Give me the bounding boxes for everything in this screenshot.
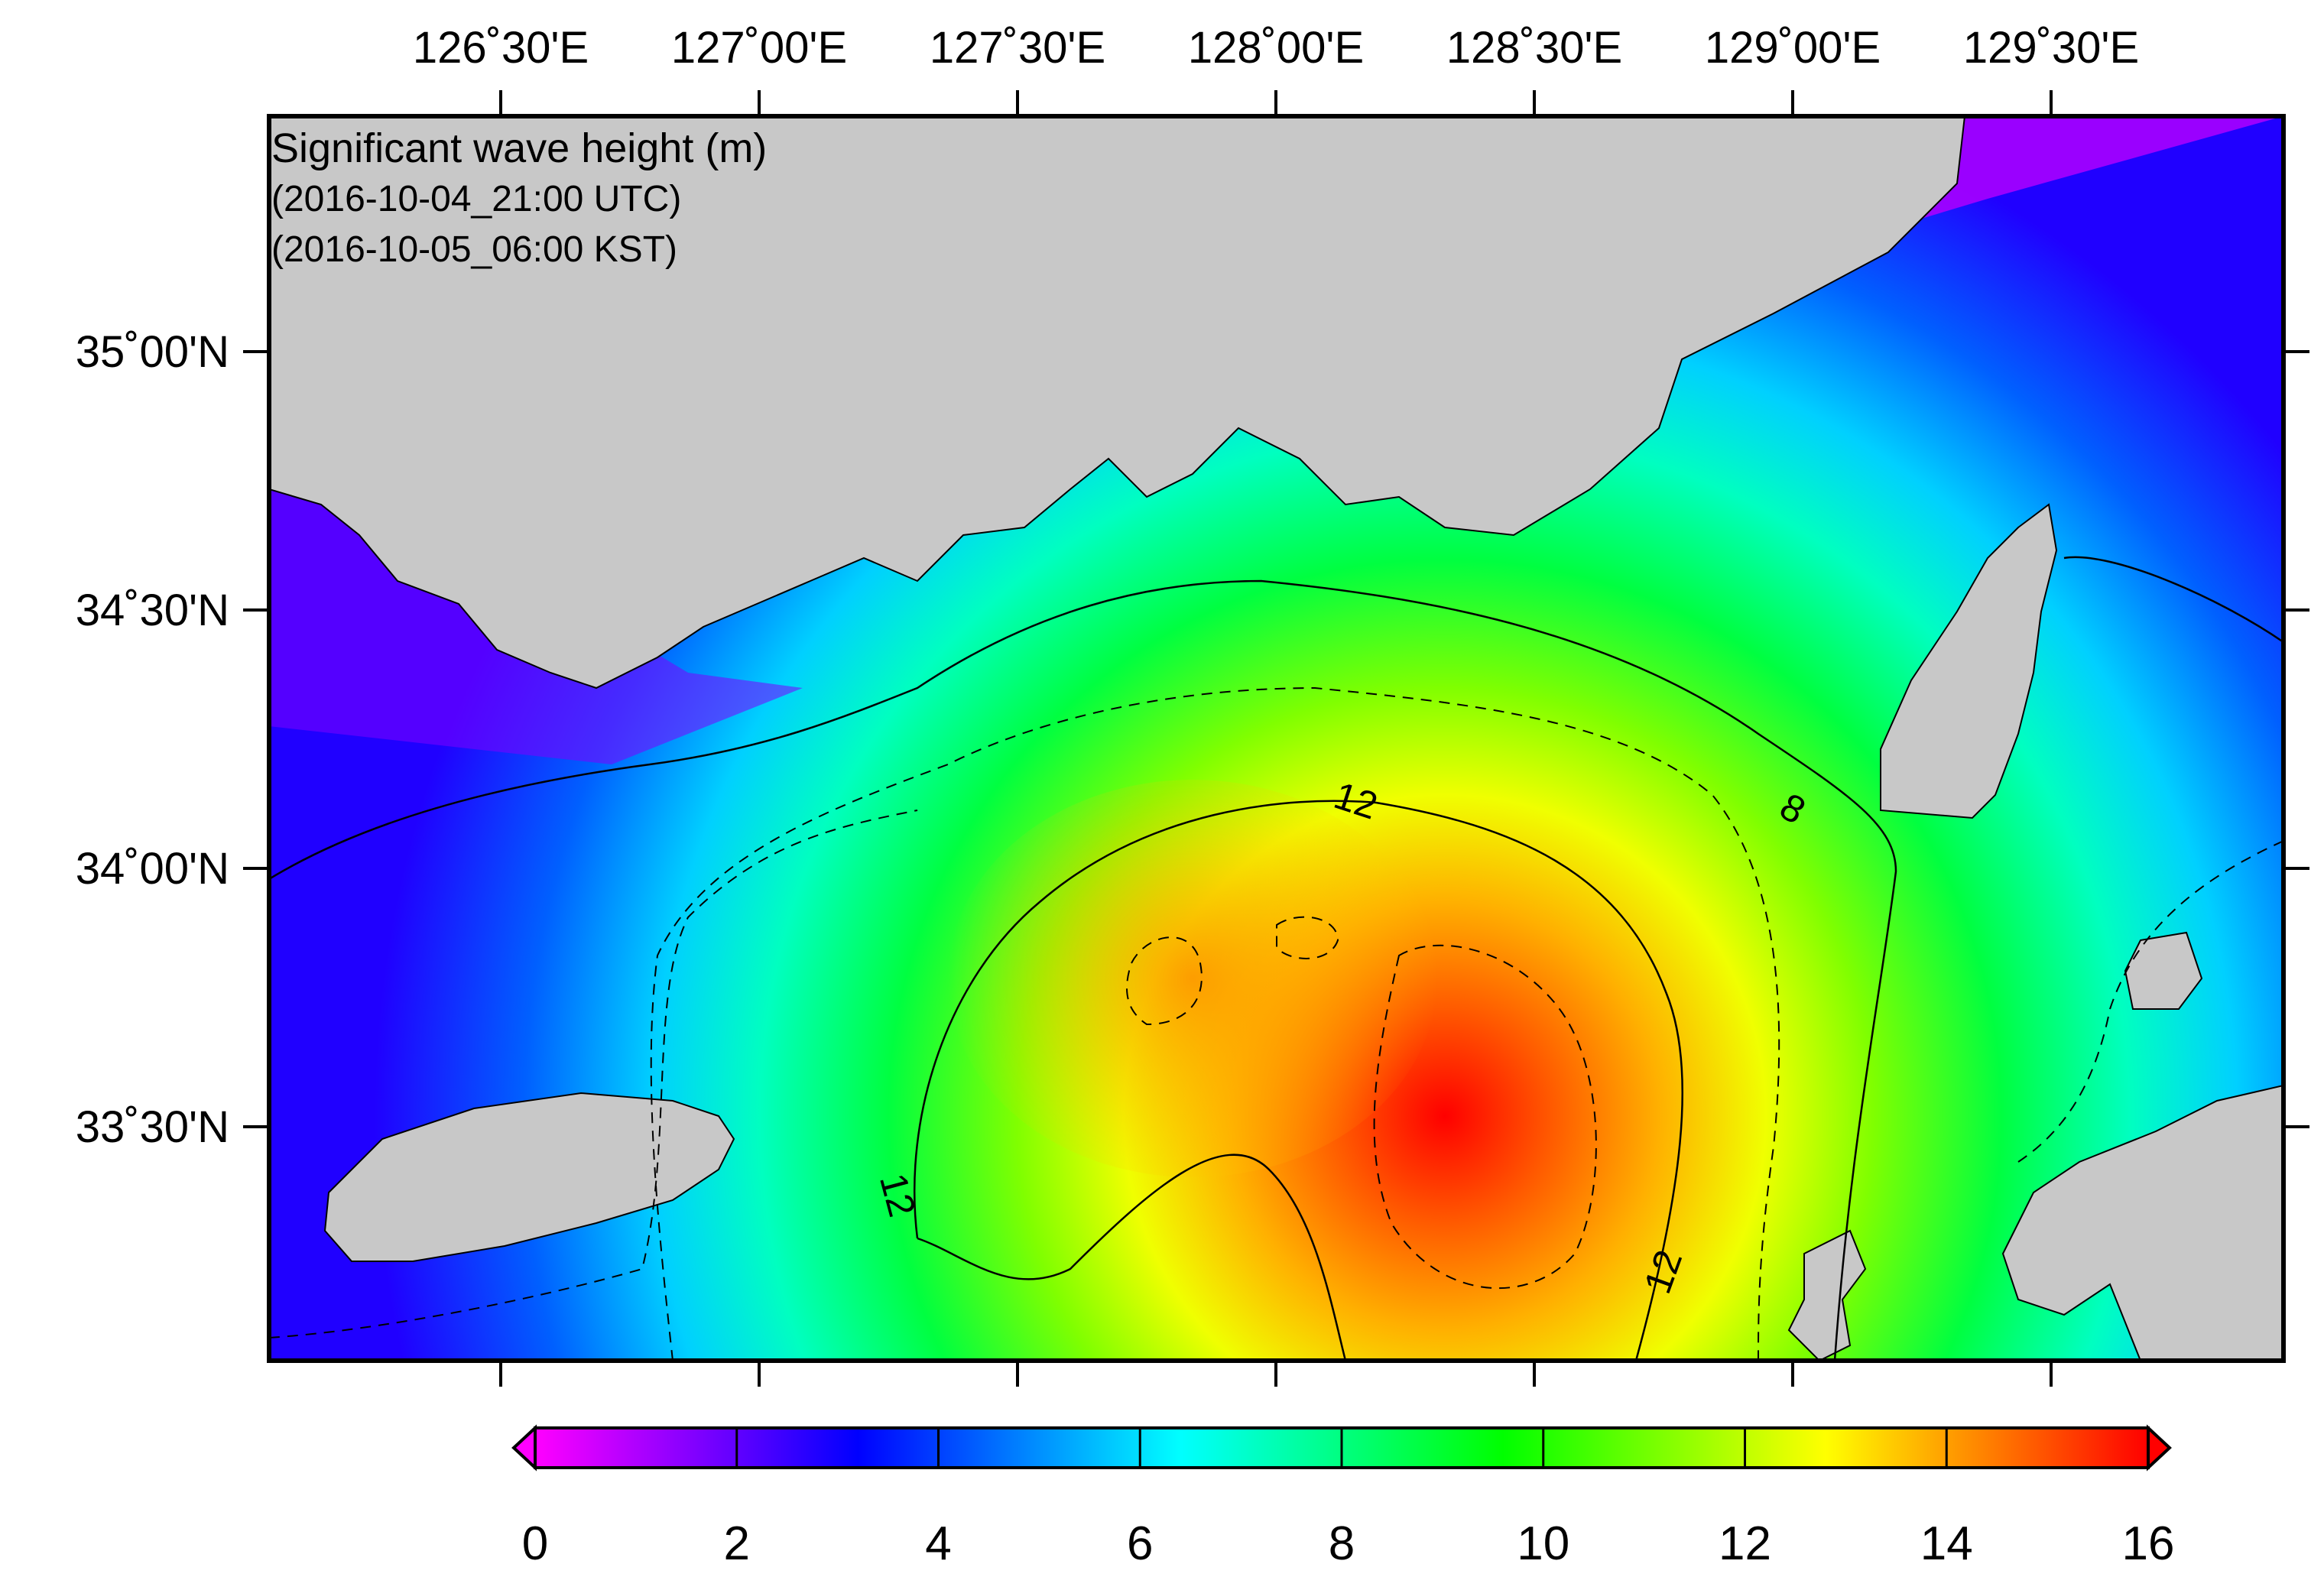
- colorbar: 0 2 4 6 8 10 12 14 16: [511, 1424, 2175, 1570]
- contour-line-12m: [913, 800, 1684, 1361]
- colorbar-tick-label: 12: [1719, 1517, 1771, 1570]
- contour-line-14m-small: [1276, 916, 1339, 959]
- colorbar-tick-label: 10: [1517, 1517, 1569, 1570]
- secondary-wave-maximum: [948, 780, 1437, 1177]
- iki-island-land: [2124, 931, 2203, 1010]
- lat-tick-1: 35˚00'N: [76, 327, 2309, 377]
- colorbar-ticks: 0 2 4 6 8 10 12 14 16: [522, 1428, 2175, 1570]
- lat-tick-label: 34˚30'N: [76, 586, 229, 635]
- lat-tick-label: 35˚00'N: [76, 327, 229, 377]
- lon-tick-label: 127˚30'E: [930, 23, 1105, 73]
- colorbar-tick-label: 16: [2122, 1517, 2175, 1570]
- contour-line-6m: [269, 810, 918, 1339]
- colorbar-tick-label: 8: [1329, 1517, 1355, 1570]
- lon-tick-1: 126˚30'E: [413, 23, 589, 1387]
- colorbar-tick-label: 14: [1920, 1517, 1973, 1570]
- lon-tick-label: 128˚00'E: [1188, 23, 1364, 73]
- contour-line-8m: [269, 579, 1897, 1361]
- lon-tick-2: 127˚00'E: [671, 23, 847, 1387]
- colorbar-tick-label: 2: [724, 1517, 750, 1570]
- lon-tick-label: 129˚00'E: [1705, 23, 1881, 73]
- lon-tick-7: 129˚30'E: [1963, 23, 2139, 1387]
- colorbar-tick-label: 0: [522, 1517, 548, 1570]
- goto-islands-land: [1787, 1229, 1867, 1361]
- contour-line-14m-west: [1126, 936, 1203, 1026]
- contour-line-14m: [1373, 944, 1597, 1290]
- contour-line-10m: [650, 686, 1780, 1361]
- longitude-axis: 126˚30'E 127˚00'E 127˚30'E 128˚00'E 128˚…: [413, 23, 2139, 1387]
- lat-tick-label: 33˚30'N: [76, 1102, 229, 1152]
- lon-tick-label: 128˚30'E: [1446, 23, 1622, 73]
- contour-line-east-8m: [2063, 556, 2283, 644]
- coastal-calm-zone-west: [269, 290, 803, 764]
- jeju-island-land: [323, 1092, 735, 1262]
- tsushima-island-land: [1880, 503, 2058, 819]
- colorbar-min-arrow: [511, 1424, 537, 1472]
- utc-timestamp: (2016-10-04_21:00 UTC): [271, 179, 681, 219]
- lon-tick-4: 128˚00'E: [1188, 23, 1364, 1387]
- korean-peninsula-land: [269, 116, 1966, 690]
- lon-tick-5: 128˚30'E: [1446, 23, 1622, 1387]
- contour-line-12m-inner: [917, 1154, 1347, 1361]
- latitude-axis: 35˚00'N 34˚30'N 34˚00'N 33˚30'N: [76, 327, 2309, 1152]
- lat-tick-label: 34˚00'N: [76, 844, 229, 894]
- colorbar-tick-label: 6: [1127, 1517, 1153, 1570]
- lat-tick-2: 34˚30'N: [76, 586, 2309, 635]
- colorbar-max-arrow: [2147, 1424, 2172, 1472]
- contour-line-east-6m: [2017, 840, 2283, 1163]
- lon-tick-label: 129˚30'E: [1963, 23, 2139, 73]
- colorbar-tick-label: 4: [925, 1517, 951, 1570]
- lon-tick-3: 127˚30'E: [930, 23, 1105, 1387]
- lon-tick-label: 127˚00'E: [671, 23, 847, 73]
- lat-tick-3: 34˚00'N: [76, 844, 2309, 894]
- map-title: Significant wave height (m): [271, 125, 767, 171]
- lon-tick-label: 126˚30'E: [413, 23, 589, 73]
- kyushu-land: [2001, 1084, 2283, 1361]
- lat-tick-4: 33˚30'N: [76, 1102, 2309, 1152]
- kst-timestamp: (2016-10-05_06:00 KST): [271, 229, 677, 270]
- lon-tick-6: 129˚00'E: [1705, 23, 1881, 1387]
- map-panel: 12 12 12 8: [269, 116, 2283, 1361]
